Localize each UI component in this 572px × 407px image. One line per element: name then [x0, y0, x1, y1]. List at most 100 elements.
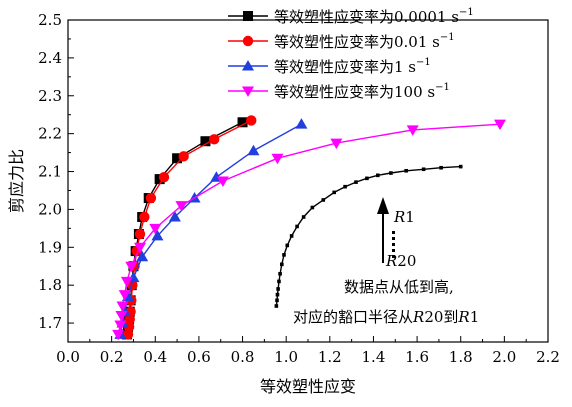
series-4-point	[289, 234, 294, 238]
x-tick-label: 2.2	[536, 348, 560, 366]
series-1-point	[145, 192, 157, 204]
series-2	[114, 118, 308, 339]
x-tick-label: 0.2	[100, 348, 124, 366]
y-tick-label: 1.9	[38, 238, 62, 256]
series-3-point	[175, 201, 188, 212]
annotation-dot	[392, 249, 395, 252]
series-4	[274, 164, 463, 308]
series-4-point	[276, 287, 280, 291]
annotation-r1-label: R1	[393, 208, 415, 226]
series-4-point	[421, 167, 426, 172]
annotation-line2-r2-italic: R	[457, 308, 469, 326]
legend-marker	[242, 86, 254, 97]
legend-label-sup: −1	[416, 57, 431, 68]
series-0-point	[200, 136, 211, 147]
series-4-point	[439, 165, 443, 170]
y-tick-label: 2.5	[38, 11, 62, 29]
series-2-point	[136, 250, 149, 262]
legend-label-sup: −1	[440, 32, 455, 43]
series-4-point	[282, 253, 286, 257]
series-4-point	[280, 262, 284, 267]
series-4-point	[274, 304, 279, 308]
series-1-point	[139, 211, 150, 223]
x-tick-label: 1.0	[274, 348, 298, 366]
annotation-line2: 对应的豁口半径从R20到R1	[293, 308, 479, 326]
legend-label-text: 等效塑性应变率为100 s	[274, 83, 435, 101]
series-4-point	[321, 198, 326, 202]
series-4-point	[332, 190, 336, 195]
series-3-point	[271, 153, 284, 165]
series-4-point	[389, 171, 393, 175]
y-tick-label: 1.8	[38, 276, 62, 294]
series-3-point	[216, 176, 229, 187]
series-4-point	[404, 168, 408, 173]
y-tick-label: 2.2	[38, 125, 62, 143]
legend-marker	[242, 35, 254, 47]
legend-label-sup: −1	[459, 7, 474, 18]
series-4-point	[285, 243, 290, 248]
series-3-point	[116, 301, 129, 313]
x-tick-label: 0.0	[56, 348, 80, 366]
annotation-line1: 数据点从低到高,	[344, 278, 454, 296]
annotation-line2-r-num: 20	[424, 308, 443, 326]
series-4-point	[277, 279, 281, 284]
legend-label: 等效塑性应变率为1 s−1	[274, 57, 431, 76]
legend-label: 等效塑性应变率为0.01 s−1	[274, 32, 455, 51]
annotation-arrow-head	[377, 197, 389, 214]
series-1-point	[127, 279, 138, 291]
y-tick-label: 2.0	[38, 200, 62, 218]
x-tick-label: 2.0	[492, 348, 516, 366]
series-4-point	[295, 224, 299, 229]
series-3-point	[115, 310, 128, 322]
legend-label-text: 等效塑性应变率为0.0001 s	[274, 8, 459, 26]
series-4-point	[275, 298, 279, 303]
x-tick-label: 0.8	[231, 348, 255, 366]
series-1-point	[178, 151, 189, 162]
series-3-point	[120, 276, 133, 288]
y-tick-label: 2.1	[38, 163, 62, 181]
series-2-point	[247, 144, 260, 156]
series-1	[122, 115, 257, 340]
series-3-point	[114, 320, 127, 331]
series-3-point	[406, 125, 419, 136]
axis-ticks: 0.0 0.2 0.4 0.6 0.8 1.0 1.2 1.4 1.6 1.8 2.0 2.2 1.7 1…	[38, 11, 560, 366]
series-3	[112, 119, 506, 341]
annotation-line2-r2-num: 1	[470, 308, 480, 326]
x-tick-label: 0.6	[187, 348, 211, 366]
series-4-point	[376, 173, 380, 178]
annotation-dot	[392, 231, 395, 234]
series-3-point	[149, 223, 162, 235]
x-tick-label: 1.2	[318, 348, 342, 366]
series-4-point	[278, 272, 282, 276]
series-3-point	[118, 290, 131, 301]
series-3-point	[330, 138, 343, 150]
series-3-point	[125, 261, 138, 273]
annotation-r20-label: R20	[385, 252, 416, 270]
series-3-point	[112, 329, 125, 341]
legend-label-sup: −1	[435, 82, 450, 93]
series-2-point	[151, 229, 164, 241]
series-4-point	[310, 205, 315, 210]
x-axis-title: 等效塑性应变	[260, 377, 356, 396]
x-tick-label: 1.8	[449, 348, 473, 366]
series-4-point	[275, 292, 280, 297]
series-2-point	[168, 210, 181, 222]
y-tick-label: 2.4	[38, 49, 62, 67]
annotation-r20-italic: R	[385, 252, 397, 270]
series-4-point	[343, 184, 347, 189]
series-0-point	[237, 117, 248, 128]
series-4-point	[301, 215, 306, 219]
series-1-point	[208, 134, 220, 145]
annotation-line2-pre: 对应的豁口半径从	[293, 308, 413, 326]
series-0-point	[172, 153, 183, 164]
legend-label-text: 等效塑性应变率为0.01 s	[274, 33, 440, 51]
series-1-point	[122, 329, 134, 340]
series-1-point	[246, 115, 257, 126]
legend-marker	[242, 60, 254, 71]
y-tick-label: 2.3	[38, 87, 62, 105]
series-1-line	[127, 119, 252, 335]
annotation-r1-num: 1	[405, 208, 415, 226]
y-axis-title: 剪应力比	[7, 149, 26, 213]
series-3-point	[134, 242, 146, 254]
series-1-point	[124, 314, 135, 325]
